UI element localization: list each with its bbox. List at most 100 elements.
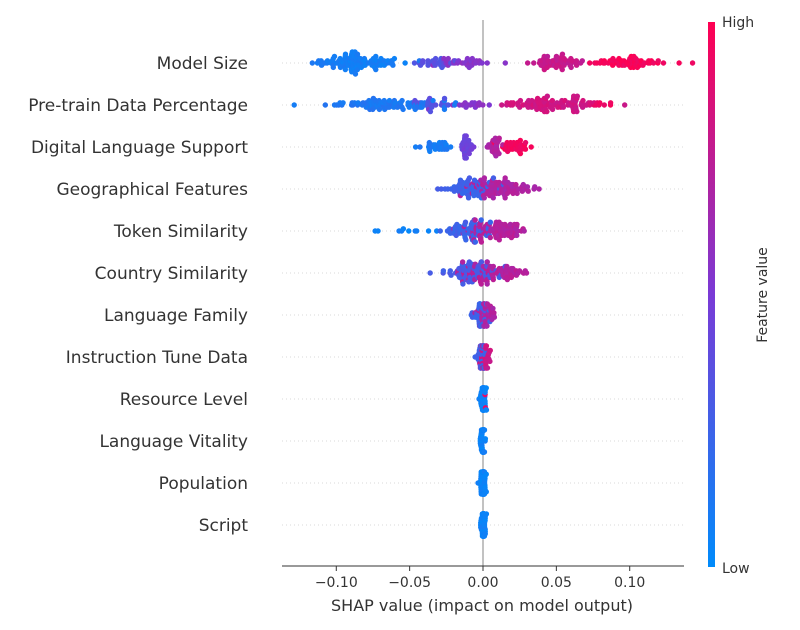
shap-point (459, 259, 466, 265)
shap-point (471, 144, 477, 150)
shap-point (524, 184, 531, 190)
feature-label: Pre-train Data Percentage (28, 96, 248, 116)
shap-point (463, 133, 469, 139)
x-tick-label: 0.10 (614, 575, 645, 591)
shap-point (544, 93, 551, 99)
shap-point (521, 228, 527, 234)
feature-label: Language Family (104, 306, 248, 326)
shap-point (478, 281, 484, 287)
colorbar: High Low Feature value (708, 15, 771, 577)
shap-point (465, 195, 472, 201)
shap-point (466, 150, 472, 157)
colorbar-low-label: Low (722, 561, 750, 577)
shap-point (373, 66, 379, 73)
shap-point (532, 184, 538, 190)
shap-point (330, 64, 337, 71)
shap-point (478, 239, 485, 245)
shap-point (502, 175, 508, 181)
shap-point (438, 186, 444, 192)
shap-point (510, 100, 516, 106)
shap-point (568, 64, 574, 71)
feature-label: Resource Level (120, 390, 248, 410)
shap-point (486, 102, 492, 108)
shap-point (502, 195, 508, 201)
shap-point (660, 60, 667, 66)
shap-point (469, 55, 476, 62)
shap-point (504, 263, 510, 270)
shap-point (490, 195, 496, 201)
shap-point (376, 106, 383, 113)
shap-point (569, 58, 575, 64)
shap-point (427, 108, 434, 115)
shap-point (483, 343, 490, 349)
feature-label: Script (199, 516, 249, 536)
shap-point (496, 135, 502, 141)
shap-point (480, 102, 486, 108)
shap-point (445, 102, 451, 108)
shap-point (544, 108, 550, 115)
shap-point (340, 100, 346, 106)
shap-point (490, 175, 497, 181)
shap-point (462, 219, 469, 225)
shap-point (525, 188, 531, 194)
shap-point (514, 221, 520, 228)
shap-point (481, 427, 488, 433)
shap-point (549, 106, 556, 113)
shap-point (517, 97, 524, 104)
shap-point (504, 276, 511, 283)
shap-point (514, 232, 520, 239)
shap-point (502, 60, 509, 66)
shap-point (399, 97, 405, 104)
shap-point (514, 228, 521, 234)
feature-labels: Model Size Pre-train Data Percentage Digit… (28, 54, 248, 536)
shap-point (483, 385, 489, 391)
shap-point (448, 272, 454, 278)
feature-label: Token Similarity (113, 222, 248, 242)
shap-point (580, 97, 586, 104)
shap-point (430, 97, 436, 104)
shap-point (481, 175, 488, 181)
shap-point (427, 270, 433, 276)
shap-point (402, 60, 408, 66)
shap-point (426, 139, 433, 146)
shap-point (472, 217, 478, 223)
shap-point (544, 53, 551, 60)
shap-point (517, 137, 524, 144)
shap-point (524, 60, 531, 66)
shap-point (448, 144, 454, 150)
shap-point (487, 234, 494, 241)
shap-point (342, 66, 349, 73)
shap-point (549, 97, 556, 104)
shap-point (432, 55, 439, 62)
shap-point (482, 436, 489, 442)
shap-point (622, 102, 628, 108)
shap-point (463, 155, 469, 161)
shap-point (484, 281, 490, 287)
shap-point (689, 60, 696, 66)
shap-point (425, 228, 432, 234)
shap-point (406, 228, 412, 234)
shap-point (597, 100, 603, 106)
shap-point (482, 531, 488, 537)
shap-point (487, 219, 494, 225)
x-tick-label: 0.05 (541, 575, 572, 591)
shap-point (375, 228, 381, 234)
shap-point (499, 102, 505, 108)
shap-point (522, 146, 529, 152)
shap-point (400, 106, 406, 113)
shap-point (291, 102, 297, 108)
shap-point (386, 97, 393, 104)
shap-point (484, 60, 490, 66)
shap-point (507, 221, 514, 228)
shap-point (523, 270, 530, 276)
shap-point (432, 102, 439, 108)
shap-point (441, 95, 448, 102)
shap-point (676, 60, 682, 66)
shap-point (483, 407, 490, 413)
shap-point (417, 144, 423, 150)
shap-point (522, 139, 529, 146)
shap-point (528, 144, 534, 150)
colorbar-high-label: High (722, 15, 754, 31)
shap-point (355, 100, 361, 106)
